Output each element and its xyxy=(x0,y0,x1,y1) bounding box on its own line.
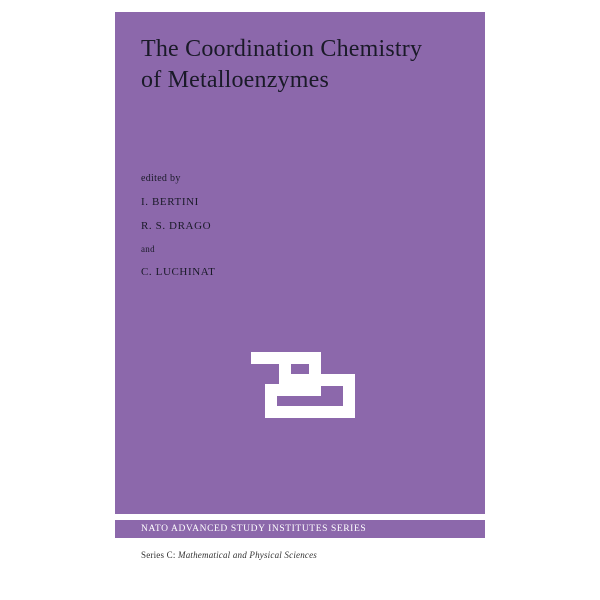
book-cover: The Coordination Chemistry of Metalloenz… xyxy=(115,12,485,574)
title-line-1: The Coordination Chemistry xyxy=(141,36,422,62)
page-container: The Coordination Chemistry of Metalloenz… xyxy=(0,0,600,600)
cover-bottom-band: NATO ADVANCED STUDY INSTITUTES SERIES Se… xyxy=(115,514,485,574)
editor-2: R. S. DRAGO xyxy=(141,220,463,232)
series-prefix: Series C: xyxy=(141,550,178,560)
series-bar-label: NATO ADVANCED STUDY INSTITUTES SERIES xyxy=(141,524,366,534)
cover-main-panel: The Coordination Chemistry of Metalloenz… xyxy=(115,12,485,514)
series-bar: NATO ADVANCED STUDY INSTITUTES SERIES xyxy=(115,520,485,538)
publisher-glyph-wrap xyxy=(115,330,485,440)
editor-3: C. LUCHINAT xyxy=(141,266,463,278)
and-label: and xyxy=(141,244,463,254)
title-line-2: of Metalloenzymes xyxy=(141,67,329,93)
edited-by-label: edited by xyxy=(141,173,463,184)
editor-1: I. BERTINI xyxy=(141,196,463,208)
interlocking-glyph-icon xyxy=(245,352,355,418)
series-line: Series C: Mathematical and Physical Scie… xyxy=(141,550,317,560)
series-name: Mathematical and Physical Sciences xyxy=(178,550,317,560)
book-title: The Coordination Chemistry of Metalloenz… xyxy=(141,34,463,95)
